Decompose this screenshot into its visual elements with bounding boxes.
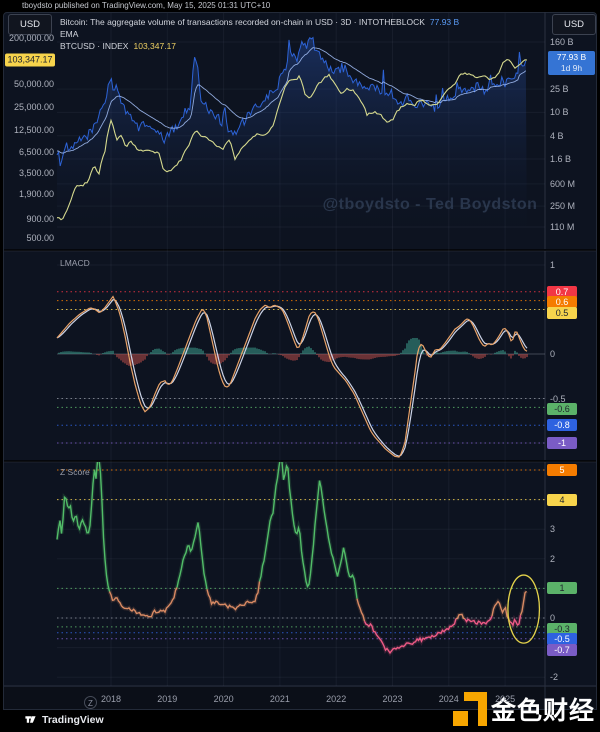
publish-bar: tboydsto published on TradingView.com, M…	[22, 1, 271, 10]
left-axis-currency-button[interactable]: USD	[8, 14, 52, 35]
jinse-logo-icon	[452, 692, 487, 726]
price-axis-label: 500.00	[26, 233, 54, 244]
time-axis-year-label: 2021	[269, 694, 290, 704]
time-axis-year-label: 2022	[326, 694, 347, 704]
level-chip: -0.5	[547, 633, 577, 645]
price-axis-label: 12,500.00	[13, 125, 54, 136]
chart-legend: Bitcoin: The aggregate volume of transac…	[60, 16, 459, 52]
volume-axis-label: 4 B	[550, 130, 564, 141]
legend-line-ema[interactable]: EMA	[60, 29, 79, 39]
time-axis-year-label: 2025	[495, 694, 516, 704]
level-chip: -0.8	[547, 419, 577, 432]
indicator-axis-label: 1	[550, 260, 556, 270]
level-chip: -0.3	[547, 622, 577, 635]
time-axis-year-label: 2023	[382, 694, 403, 704]
volume-axis-label: 250 M	[550, 201, 576, 212]
jinse-watermark: 金色财经	[452, 691, 595, 727]
volume-last-value: 77.93 B	[429, 17, 460, 27]
price-last-value: 103,347.17	[133, 41, 177, 51]
price-axis-label: 200,000.00	[8, 32, 54, 43]
jinse-watermark-text: 金色财经	[490, 697, 595, 725]
volume-axis-label: 160 B	[550, 37, 574, 47]
time-axis-year-label: 2024	[438, 694, 459, 704]
indicator-axis-label: 2	[550, 553, 556, 564]
author-watermark: @tboydsto - Ted Boydston	[322, 196, 538, 213]
level-chip: -0.6	[547, 403, 577, 415]
level-chip: 0.5	[547, 306, 577, 319]
indicator-axis-label: -0.5	[550, 393, 566, 404]
legend-line-btcusd[interactable]: BTCUSD · INDEX 103,347.17	[60, 41, 177, 51]
right-axis-currency-button[interactable]: USD	[552, 14, 596, 35]
lmacd-panel-label[interactable]: LMACD	[60, 258, 90, 268]
indicator-axis-label: 0	[550, 613, 556, 623]
level-chip: -0.7	[547, 643, 577, 656]
time-axis-year-label: 2018	[100, 694, 122, 704]
indicator-axis-label: 3	[550, 524, 556, 535]
volume-axis-label: 1.6 B	[550, 153, 572, 164]
level-chip: 0.6	[547, 296, 577, 309]
volume-chip-value: 77.93 B	[556, 52, 587, 63]
indicator-axis-label: -2	[550, 672, 559, 683]
time-axis-year-label: 2019	[157, 694, 178, 704]
price-axis-label: 6,500.00	[18, 147, 54, 158]
tradingview-brand-label: TradingView	[42, 713, 104, 726]
price-axis-label: 1,900.00	[18, 188, 54, 199]
volume-axis-label: 25 B	[550, 84, 569, 95]
tradingview-brand-link[interactable]: TradingView	[24, 713, 104, 726]
time-axis-year-label: 2020	[213, 694, 234, 704]
volume-last-chip: 77.93 B 1d 9h	[548, 51, 595, 76]
price-last-chip: 103,347.17	[5, 53, 55, 67]
level-chip: 0.7	[547, 285, 577, 298]
tradingview-logo-icon	[25, 716, 36, 723]
level-chip: 1	[547, 582, 577, 595]
level-chip: -1	[547, 437, 577, 449]
price-axis-label: 50,000.00	[13, 79, 54, 89]
volume-chip-countdown: 1d 9h	[560, 63, 583, 74]
level-chip: 5	[547, 464, 577, 476]
price-axis-label: 900.00	[26, 213, 54, 224]
level-chip: 4	[547, 493, 577, 506]
legend-line-volume[interactable]: Bitcoin: The aggregate volume of transac…	[60, 17, 460, 27]
volume-axis-label: 600 M	[550, 178, 576, 189]
volume-axis-label: 110 M	[550, 221, 575, 232]
price-axis-label: 3,500.00	[18, 168, 54, 179]
indicator-axis-label: 0	[550, 349, 556, 359]
price-axis-label: 25,000.00	[13, 102, 54, 113]
volume-axis-label: 10 B	[550, 107, 569, 118]
zscore-panel-label[interactable]: Z Score	[60, 467, 90, 477]
timezone-badge[interactable]: Z	[84, 696, 97, 709]
